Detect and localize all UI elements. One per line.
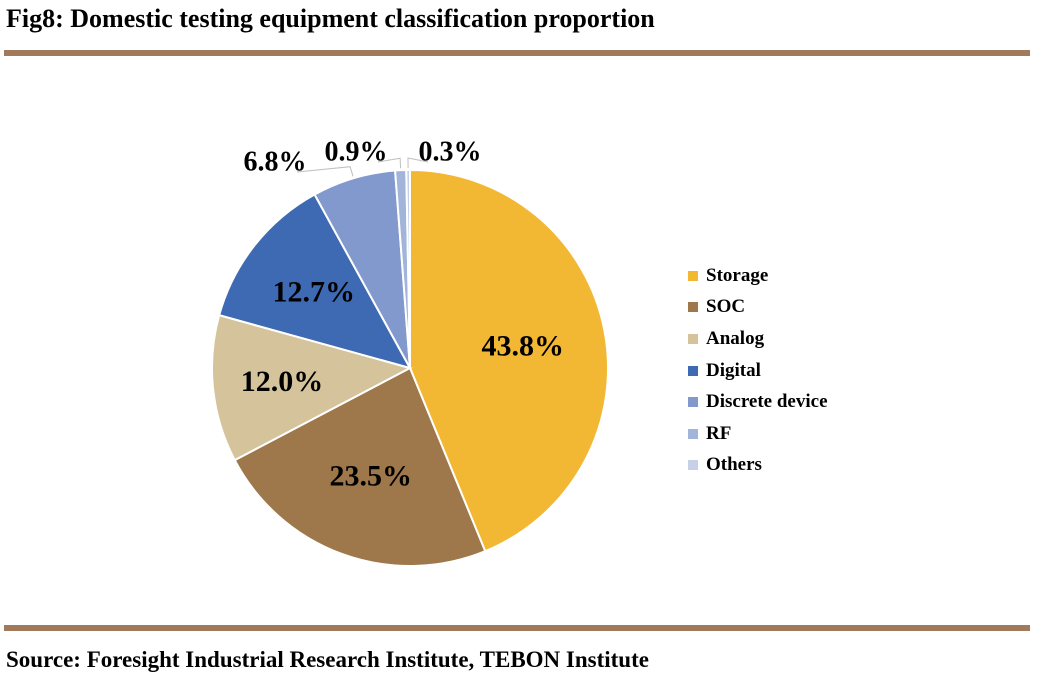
pie-slice-analog (211, 313, 413, 462)
legend-label: RF (706, 422, 732, 444)
bottom-divider (4, 625, 1030, 631)
legend-swatch (688, 460, 698, 471)
legend-item-storage: Storage (688, 260, 828, 292)
legend-swatch (688, 428, 698, 439)
legend-item-analog: Analog (688, 323, 828, 355)
legend-label: Analog (706, 327, 765, 349)
data-label: 23.5% (330, 459, 413, 492)
legend-item-others: Others (688, 450, 828, 482)
legend-label: Others (706, 454, 762, 476)
legend-swatch (688, 333, 698, 344)
pie-slice-digital (217, 193, 413, 370)
legend-label: Digital (706, 359, 761, 381)
data-label: 6.8% (244, 147, 307, 178)
legend-item-digital: Digital (688, 355, 828, 387)
top-divider (4, 50, 1030, 56)
legend-label: Storage (706, 264, 769, 286)
source-note: Source: Foresight Industrial Research In… (6, 647, 649, 672)
leader-line (377, 157, 402, 169)
data-label: 12.0% (241, 365, 324, 398)
pie-slice-storage (409, 168, 610, 553)
leader-line (407, 157, 429, 169)
chart-title: Fig8: Domestic testing equipment classif… (6, 4, 655, 33)
legend-swatch (688, 270, 698, 281)
data-label: 12.7% (272, 275, 355, 308)
legend-swatch (688, 302, 698, 313)
legend-label: SOC (706, 296, 746, 318)
data-label: 0.9% (325, 137, 388, 168)
data-label: 0.3% (419, 137, 482, 168)
pie-slice-soc (233, 366, 487, 567)
data-label: 43.8% (481, 329, 564, 362)
legend-swatch (688, 397, 698, 408)
leader-line (296, 166, 354, 177)
legend-item-soc: SOC (688, 292, 828, 324)
legend-item-discrete-device: Discrete device (688, 386, 828, 418)
legend-label: Discrete device (706, 391, 828, 413)
legend-swatch (688, 365, 698, 376)
legend-item-rf: RF (688, 418, 828, 450)
chart-legend: Storage SOC Analog Digital Discrete devi… (688, 260, 828, 481)
pie-slice-others (405, 168, 411, 369)
